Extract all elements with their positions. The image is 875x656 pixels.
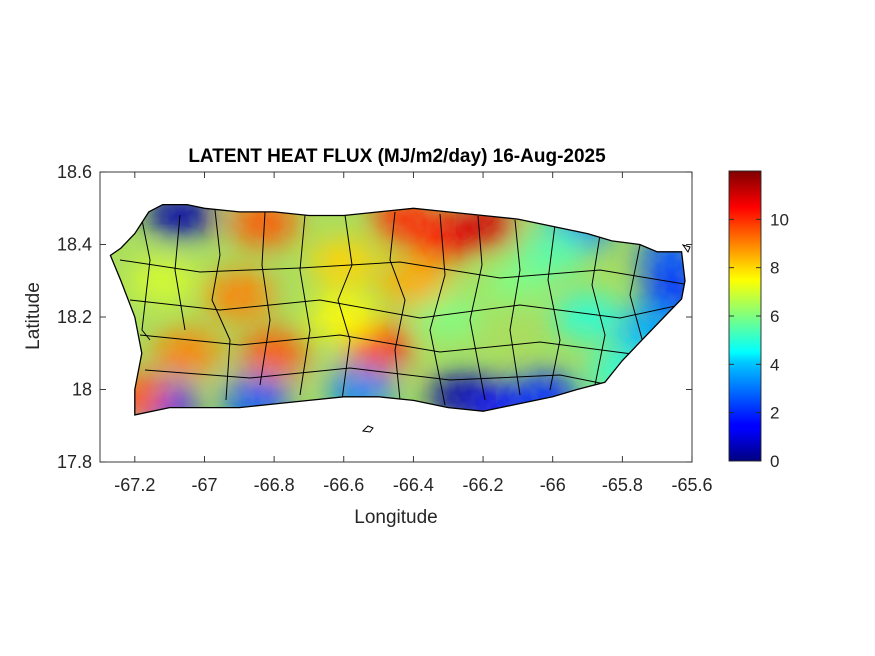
x-tick-label: -66.2 [463,475,504,495]
y-tick-label: 18 [72,380,92,400]
colorbar-tick-label: 4 [770,355,779,374]
y-tick-label: 18.4 [57,235,92,255]
x-tick-label: -66.6 [323,475,364,495]
x-tick-label: -66.4 [393,475,434,495]
x-tick-label: -65.6 [671,475,712,495]
x-axis-label: Longitude [354,507,437,528]
municipality-boundaries [119,209,685,406]
x-axis-ticks: -67.2 -67 -66.8 -66.6 -66.4 -66.2 -66 -65.8 -65.… [114,172,713,495]
colorbar-gradient [729,171,761,461]
caja-de-muertos-islet [361,425,374,433]
y-tick-label: 17.8 [57,452,92,472]
y-axis-label: Latitude [23,282,44,350]
colorbar: 0 2 4 6 8 10 [728,170,789,471]
x-tick-label: -65.8 [602,475,643,495]
y-tick-label: 18.6 [57,162,92,182]
x-tick-label: -67.2 [114,475,155,495]
x-tick-label: -66 [540,475,566,495]
island-outline [109,203,686,416]
chart-title: LATENT HEAT FLUX (MJ/m2/day) 16-Aug-2025 [188,146,606,167]
colorbar-ticks: 0 2 4 6 8 10 [729,210,789,471]
map-plot-area [99,171,693,463]
y-tick-label: 18.2 [57,307,92,327]
colorbar-tick-label: 0 [770,452,779,471]
colorbar-tick-label: 2 [770,404,779,423]
x-tick-label: -66.8 [254,475,295,495]
y-axis-ticks: 17.8 18 18.2 18.4 18.6 [57,162,692,472]
offshore-cay [681,244,691,254]
colorbar-tick-label: 6 [770,307,779,326]
x-tick-label: -67 [191,475,217,495]
colorbar-tick-label: 8 [770,259,779,278]
colorbar-tick-label: 10 [770,210,789,229]
